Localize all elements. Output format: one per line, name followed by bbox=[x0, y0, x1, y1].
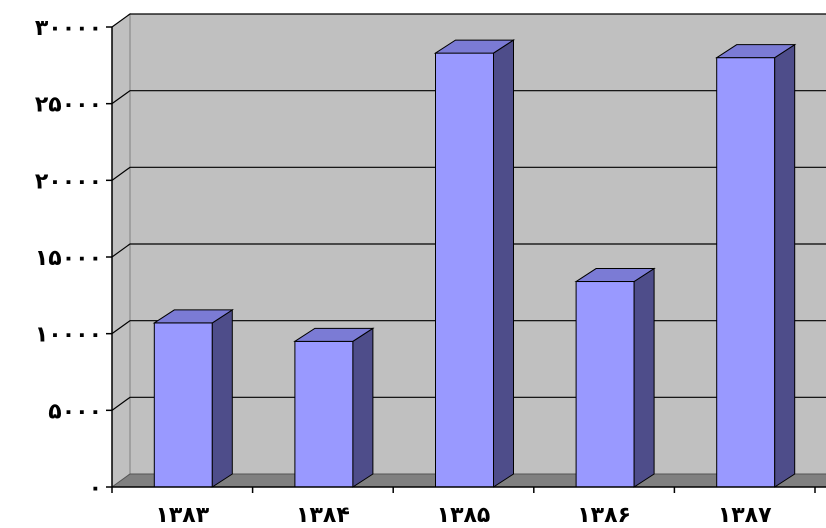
bar-side bbox=[774, 43, 796, 488]
y-tick-label: ۱۵۰۰۰ bbox=[35, 246, 102, 271]
bar-front bbox=[716, 57, 776, 488]
axes bbox=[106, 26, 826, 493]
y-tick-label: ۵۰۰۰ bbox=[48, 399, 102, 424]
bar bbox=[715, 43, 797, 488]
y-tick-label: ۰ bbox=[89, 476, 102, 501]
y-tick-label: ۳۰۰۰۰ bbox=[35, 16, 102, 41]
x-tick-label: ۱۳۸۳ bbox=[155, 503, 209, 528]
y-tick-label: ۲۵۰۰۰ bbox=[35, 93, 102, 118]
x-tick-label: ۱۳۸۵ bbox=[437, 503, 491, 528]
bar-top bbox=[715, 44, 797, 59]
bar-front bbox=[575, 281, 635, 488]
x-tick-label: ۱۳۸۶ bbox=[577, 503, 631, 528]
bar-side bbox=[211, 309, 233, 488]
bar-side bbox=[493, 39, 514, 488]
bars bbox=[152, 39, 797, 488]
bar-front bbox=[435, 52, 494, 488]
bar-top bbox=[433, 39, 516, 54]
bar bbox=[433, 39, 516, 488]
gridlines bbox=[111, 13, 826, 411]
y-tick-label: ۱۰۰۰۰ bbox=[35, 323, 102, 348]
bar-top bbox=[574, 268, 656, 283]
gridline bbox=[111, 243, 826, 258]
x-axis-tick-labels: ۱۳۸۳ ۱۳۸۴ ۱۳۸۵ ۱۳۸۶ ۱۳۸۷ bbox=[155, 503, 772, 528]
bar-front bbox=[153, 322, 213, 488]
y-tick-label: ۲۰۰۰۰ bbox=[35, 169, 102, 194]
bar-side bbox=[352, 327, 374, 488]
bar bbox=[293, 327, 375, 488]
x-tick-label: ۱۳۸۴ bbox=[296, 503, 350, 528]
bar bbox=[152, 309, 234, 488]
gridline bbox=[111, 166, 826, 181]
x-tick-label: ۱۳۸۷ bbox=[718, 503, 772, 528]
gridline bbox=[111, 13, 826, 28]
bar-front bbox=[294, 340, 354, 488]
bar-side bbox=[633, 267, 655, 488]
bar-top bbox=[152, 309, 234, 324]
gridline bbox=[111, 90, 826, 105]
bar-top bbox=[293, 327, 375, 342]
bar bbox=[574, 267, 656, 488]
y-axis-tick-labels: ۰ ۵۰۰۰ ۱۰۰۰۰ ۱۵۰۰۰ ۲۰۰۰۰ ۲۵۰۰۰ ۳۰۰۰۰ bbox=[35, 16, 102, 501]
